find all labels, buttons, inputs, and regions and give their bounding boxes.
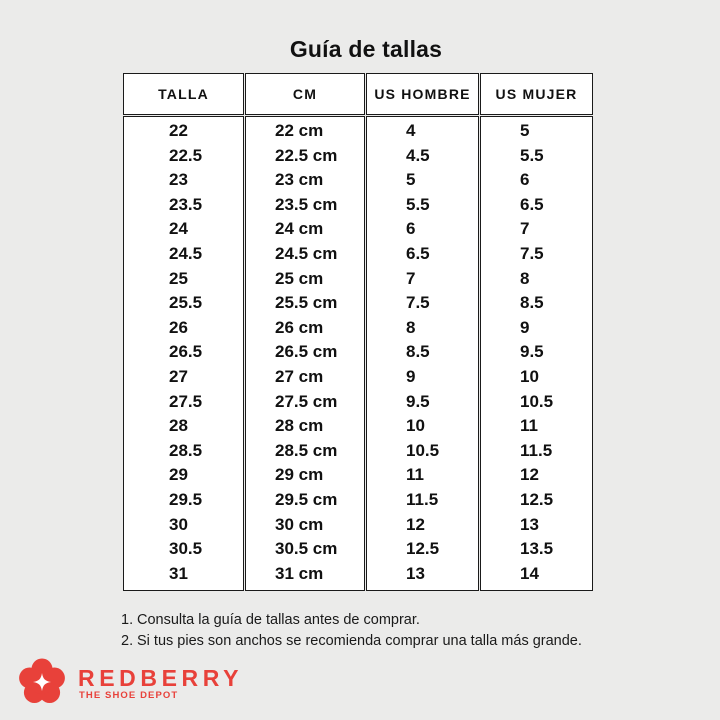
- cell-cm: 25 cm: [275, 268, 324, 288]
- cell-talla: 24.5: [169, 244, 203, 263]
- cell-cm: 22 cm: [275, 121, 324, 140]
- cell-us-mujer: 9: [520, 317, 530, 337]
- cell-us-hombre: 5.5: [406, 194, 430, 214]
- cell-cm: 23 cm: [275, 170, 324, 190]
- cell-us-hombre: 6: [406, 219, 416, 239]
- cell-cm: 29 cm: [275, 465, 324, 485]
- cell-us-hombre: 7.5: [406, 293, 430, 313]
- cell-us-mujer: 6.5: [520, 194, 544, 214]
- cell-us-mujer: 13: [520, 514, 539, 534]
- cell-us-mujer: 10: [520, 367, 539, 386]
- note-item: 2. Si tus pies son anchos se recomienda …: [121, 631, 582, 652]
- cell-us-mujer: 8.5: [520, 293, 544, 313]
- cell-cm: 24 cm: [275, 219, 324, 239]
- cell-talla: 28: [169, 416, 188, 436]
- cell-cm: 26 cm: [275, 317, 324, 337]
- cell-talla: 27.5: [169, 391, 203, 411]
- note-text: Consulta la guía de tallas antes de comp…: [137, 612, 420, 628]
- note-text: Si tus pies son anchos se recomienda com…: [137, 633, 582, 649]
- cell-talla: 25: [169, 268, 188, 288]
- cell-us-hombre: 5: [406, 170, 416, 190]
- cell-us-mujer: 12: [520, 465, 539, 485]
- cell-talla: 23: [169, 170, 188, 190]
- note-number: 1.: [121, 612, 134, 628]
- brand-tagline: THE SHOE DEPOT: [79, 690, 179, 701]
- cell-talla: 22: [169, 121, 188, 140]
- cell-us-mujer: 11.5: [520, 440, 553, 460]
- cell-us-hombre: 13: [406, 563, 425, 583]
- cell-us-hombre: 9.5: [406, 391, 430, 411]
- cell-us-hombre: 8.5: [406, 342, 430, 362]
- cell-us-hombre: 4: [406, 121, 416, 140]
- cell-talla: 25.5: [169, 293, 203, 313]
- cell-cm: 27.5 cm: [275, 391, 338, 411]
- note-number: 2.: [121, 633, 134, 649]
- cell-talla: 29: [169, 465, 188, 485]
- cell-talla: 24: [169, 219, 188, 239]
- header-us-mujer: US MUJER: [480, 73, 593, 115]
- cell-us-hombre: 10: [406, 416, 425, 436]
- cell-cm: 30.5 cm: [275, 539, 338, 559]
- cell-cm: 28 cm: [275, 416, 324, 436]
- cell-us-hombre: 10.5: [406, 440, 440, 460]
- cell-us-mujer: 10.5: [520, 391, 554, 411]
- cell-us-hombre: 11.5: [406, 490, 439, 509]
- cell-cm: 24.5 cm: [275, 244, 338, 263]
- cell-cm: 22.5 cm: [275, 145, 338, 165]
- cell-cm: 26.5 cm: [275, 342, 338, 362]
- column-us-hombre: [366, 116, 479, 591]
- cell-us-hombre: 7: [406, 268, 416, 288]
- cell-us-hombre: 11: [406, 465, 424, 485]
- cell-cm: 27 cm: [275, 367, 324, 386]
- cell-talla: 26.5: [169, 342, 203, 362]
- cell-talla: 22.5: [169, 145, 203, 165]
- cell-talla: 31: [169, 563, 188, 583]
- cell-us-mujer: 12.5: [520, 490, 554, 509]
- header-us-hombre: US HOMBRE: [366, 73, 479, 115]
- note-item: 1. Consulta la guía de tallas antes de c…: [121, 610, 582, 631]
- cell-us-mujer: 5: [520, 121, 530, 140]
- notes-list: 1. Consulta la guía de tallas antes de c…: [121, 610, 582, 652]
- cell-us-mujer: 14: [520, 563, 539, 583]
- cell-us-mujer: 7.5: [520, 244, 544, 263]
- cell-us-mujer: 7: [520, 219, 530, 239]
- cell-talla: 30.5: [169, 539, 203, 559]
- cell-cm: 23.5 cm: [275, 194, 338, 214]
- cell-talla: 29.5: [169, 490, 203, 509]
- cell-us-hombre: 9: [406, 367, 416, 386]
- cell-cm: 30 cm: [275, 514, 324, 534]
- cell-us-mujer: 11: [520, 416, 538, 436]
- header-cm: CM: [245, 73, 365, 115]
- cell-talla: 30: [169, 514, 188, 534]
- column-cm: [245, 116, 365, 591]
- flower-logo-icon: [19, 658, 65, 703]
- cell-talla: 27: [169, 367, 188, 386]
- cell-cm: 28.5 cm: [275, 440, 338, 460]
- cell-us-mujer: 5.5: [520, 145, 544, 165]
- page-title: Guía de tallas: [289, 36, 443, 62]
- header-talla: TALLA: [123, 73, 244, 115]
- cell-us-mujer: 13.5: [520, 539, 554, 559]
- cell-us-hombre: 6.5: [406, 244, 430, 263]
- cell-cm: 31 cm: [275, 563, 324, 583]
- cell-cm: 25.5 cm: [275, 293, 338, 313]
- cell-us-hombre: 4.5: [406, 145, 430, 165]
- column-us-mujer: [480, 116, 593, 591]
- cell-talla: 26: [169, 317, 188, 337]
- column-talla: [123, 116, 244, 591]
- cell-cm: 29.5 cm: [275, 490, 338, 509]
- cell-talla: 28.5: [169, 440, 203, 460]
- cell-us-mujer: 6: [520, 170, 530, 190]
- cell-us-mujer: 9.5: [520, 342, 544, 362]
- cell-talla: 23.5: [169, 194, 203, 214]
- cell-us-hombre: 8: [406, 317, 416, 337]
- cell-us-hombre: 12.5: [406, 539, 440, 559]
- cell-us-mujer: 8: [520, 268, 530, 288]
- cell-us-hombre: 12: [406, 514, 425, 534]
- brand-name: REDBERRY: [78, 665, 244, 691]
